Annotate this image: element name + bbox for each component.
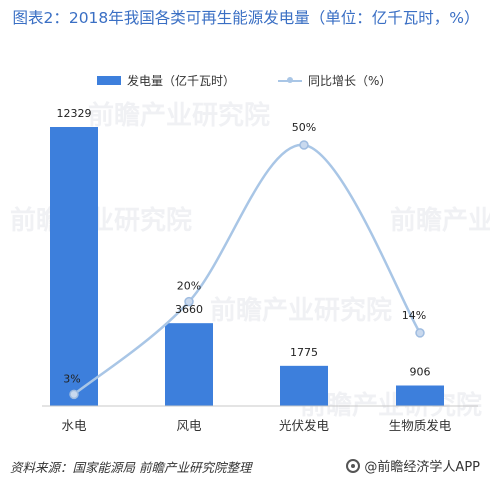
chart-plot: 3% 20% 50% 14% 12329 3660 1775 906 水电 风电 光伏发电 生物质… — [42, 107, 478, 433]
bar-value-label-1: 3660 — [175, 303, 203, 316]
x-tick-label-1: 风电 — [176, 418, 202, 433]
legend-item-line: 同比增长（%） — [278, 72, 391, 89]
labels-layer: 12329 3660 1775 906 — [57, 107, 431, 378]
bar-2 — [280, 365, 328, 406]
line-layer: 3% 20% 50% 14% — [63, 121, 426, 400]
x-tick-label-2: 光伏发电 — [279, 418, 330, 433]
bar-value-label-3: 906 — [410, 365, 431, 378]
bar-3 — [396, 385, 444, 406]
bars-layer — [50, 127, 444, 406]
line-point-3 — [415, 328, 425, 338]
legend-bar-swatch — [97, 76, 121, 85]
bar-0 — [50, 127, 98, 406]
legend-label-bar: 发电量（亿千瓦时） — [127, 74, 236, 88]
brand: @前瞻经济学人APP — [346, 456, 480, 475]
brand-text: @前瞻经济学人APP — [364, 460, 480, 475]
line-value-label-1: 20% — [177, 280, 201, 293]
line-series-path — [73, 143, 422, 396]
x-tick-label-3: 生物质发电 — [389, 418, 452, 433]
x-tick-labels: 水电 风电 光伏发电 生物质发电 — [61, 418, 451, 433]
bar-value-label-2: 1775 — [290, 346, 318, 359]
bar-1 — [165, 323, 213, 406]
footer: 资料来源：国家能源局 前瞻产业研究院整理 @前瞻经济学人APP — [0, 448, 490, 483]
line-point-0 — [69, 389, 79, 400]
legend: 发电量（亿千瓦时） 同比增长（%） — [0, 72, 490, 88]
legend-item-bar: 发电量（亿千瓦时） — [97, 72, 235, 89]
bar-value-label-0: 12329 — [57, 107, 92, 120]
source-note: 资料来源：国家能源局 前瞻产业研究院整理 — [10, 460, 252, 475]
chart-title: 图表2：2018年我国各类可再生能源发电量（单位：亿千瓦时，%） — [12, 9, 480, 27]
line-value-label-2: 50% — [292, 121, 316, 134]
brand-logo-icon — [346, 458, 361, 473]
legend-label-line: 同比增长（%） — [308, 74, 392, 88]
x-tick-label-0: 水电 — [61, 418, 87, 433]
line-value-label-3: 14% — [402, 309, 426, 322]
line-point-2 — [299, 140, 309, 150]
line-value-label-0: 3% — [63, 372, 80, 385]
line-point-1 — [184, 296, 194, 307]
legend-line-swatch — [278, 76, 302, 85]
